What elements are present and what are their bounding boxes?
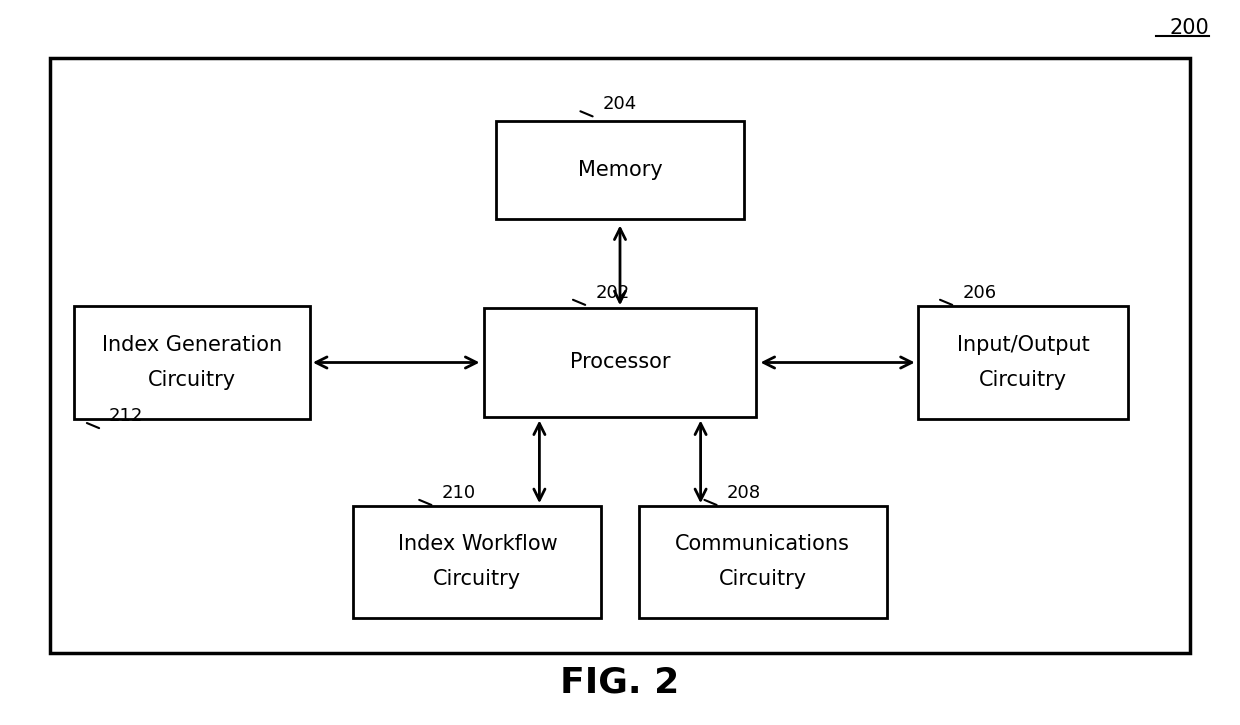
Text: Circuitry: Circuitry xyxy=(433,569,522,589)
Text: Input/Output: Input/Output xyxy=(956,335,1090,355)
Bar xyxy=(496,122,744,220)
Text: Index Workflow: Index Workflow xyxy=(398,534,557,555)
Text: Circuitry: Circuitry xyxy=(978,370,1068,390)
Text: FIG. 2: FIG. 2 xyxy=(560,666,680,700)
Text: 202: 202 xyxy=(595,283,630,302)
Text: Communications: Communications xyxy=(675,534,851,555)
Text: Circuitry: Circuitry xyxy=(718,569,807,589)
Bar xyxy=(639,506,887,618)
Text: 212: 212 xyxy=(109,407,144,425)
Text: 208: 208 xyxy=(727,484,761,502)
Bar xyxy=(353,506,601,618)
Bar xyxy=(918,307,1128,419)
Bar xyxy=(484,308,756,417)
Text: Memory: Memory xyxy=(578,160,662,181)
Bar xyxy=(50,58,1190,652)
Text: 200: 200 xyxy=(1169,18,1209,38)
Bar xyxy=(74,307,310,419)
Text: 204: 204 xyxy=(603,95,637,113)
Text: 210: 210 xyxy=(441,484,476,502)
Text: Processor: Processor xyxy=(569,352,671,373)
Text: Index Generation: Index Generation xyxy=(102,335,283,355)
Text: 206: 206 xyxy=(962,283,997,302)
Text: Circuitry: Circuitry xyxy=(148,370,237,390)
